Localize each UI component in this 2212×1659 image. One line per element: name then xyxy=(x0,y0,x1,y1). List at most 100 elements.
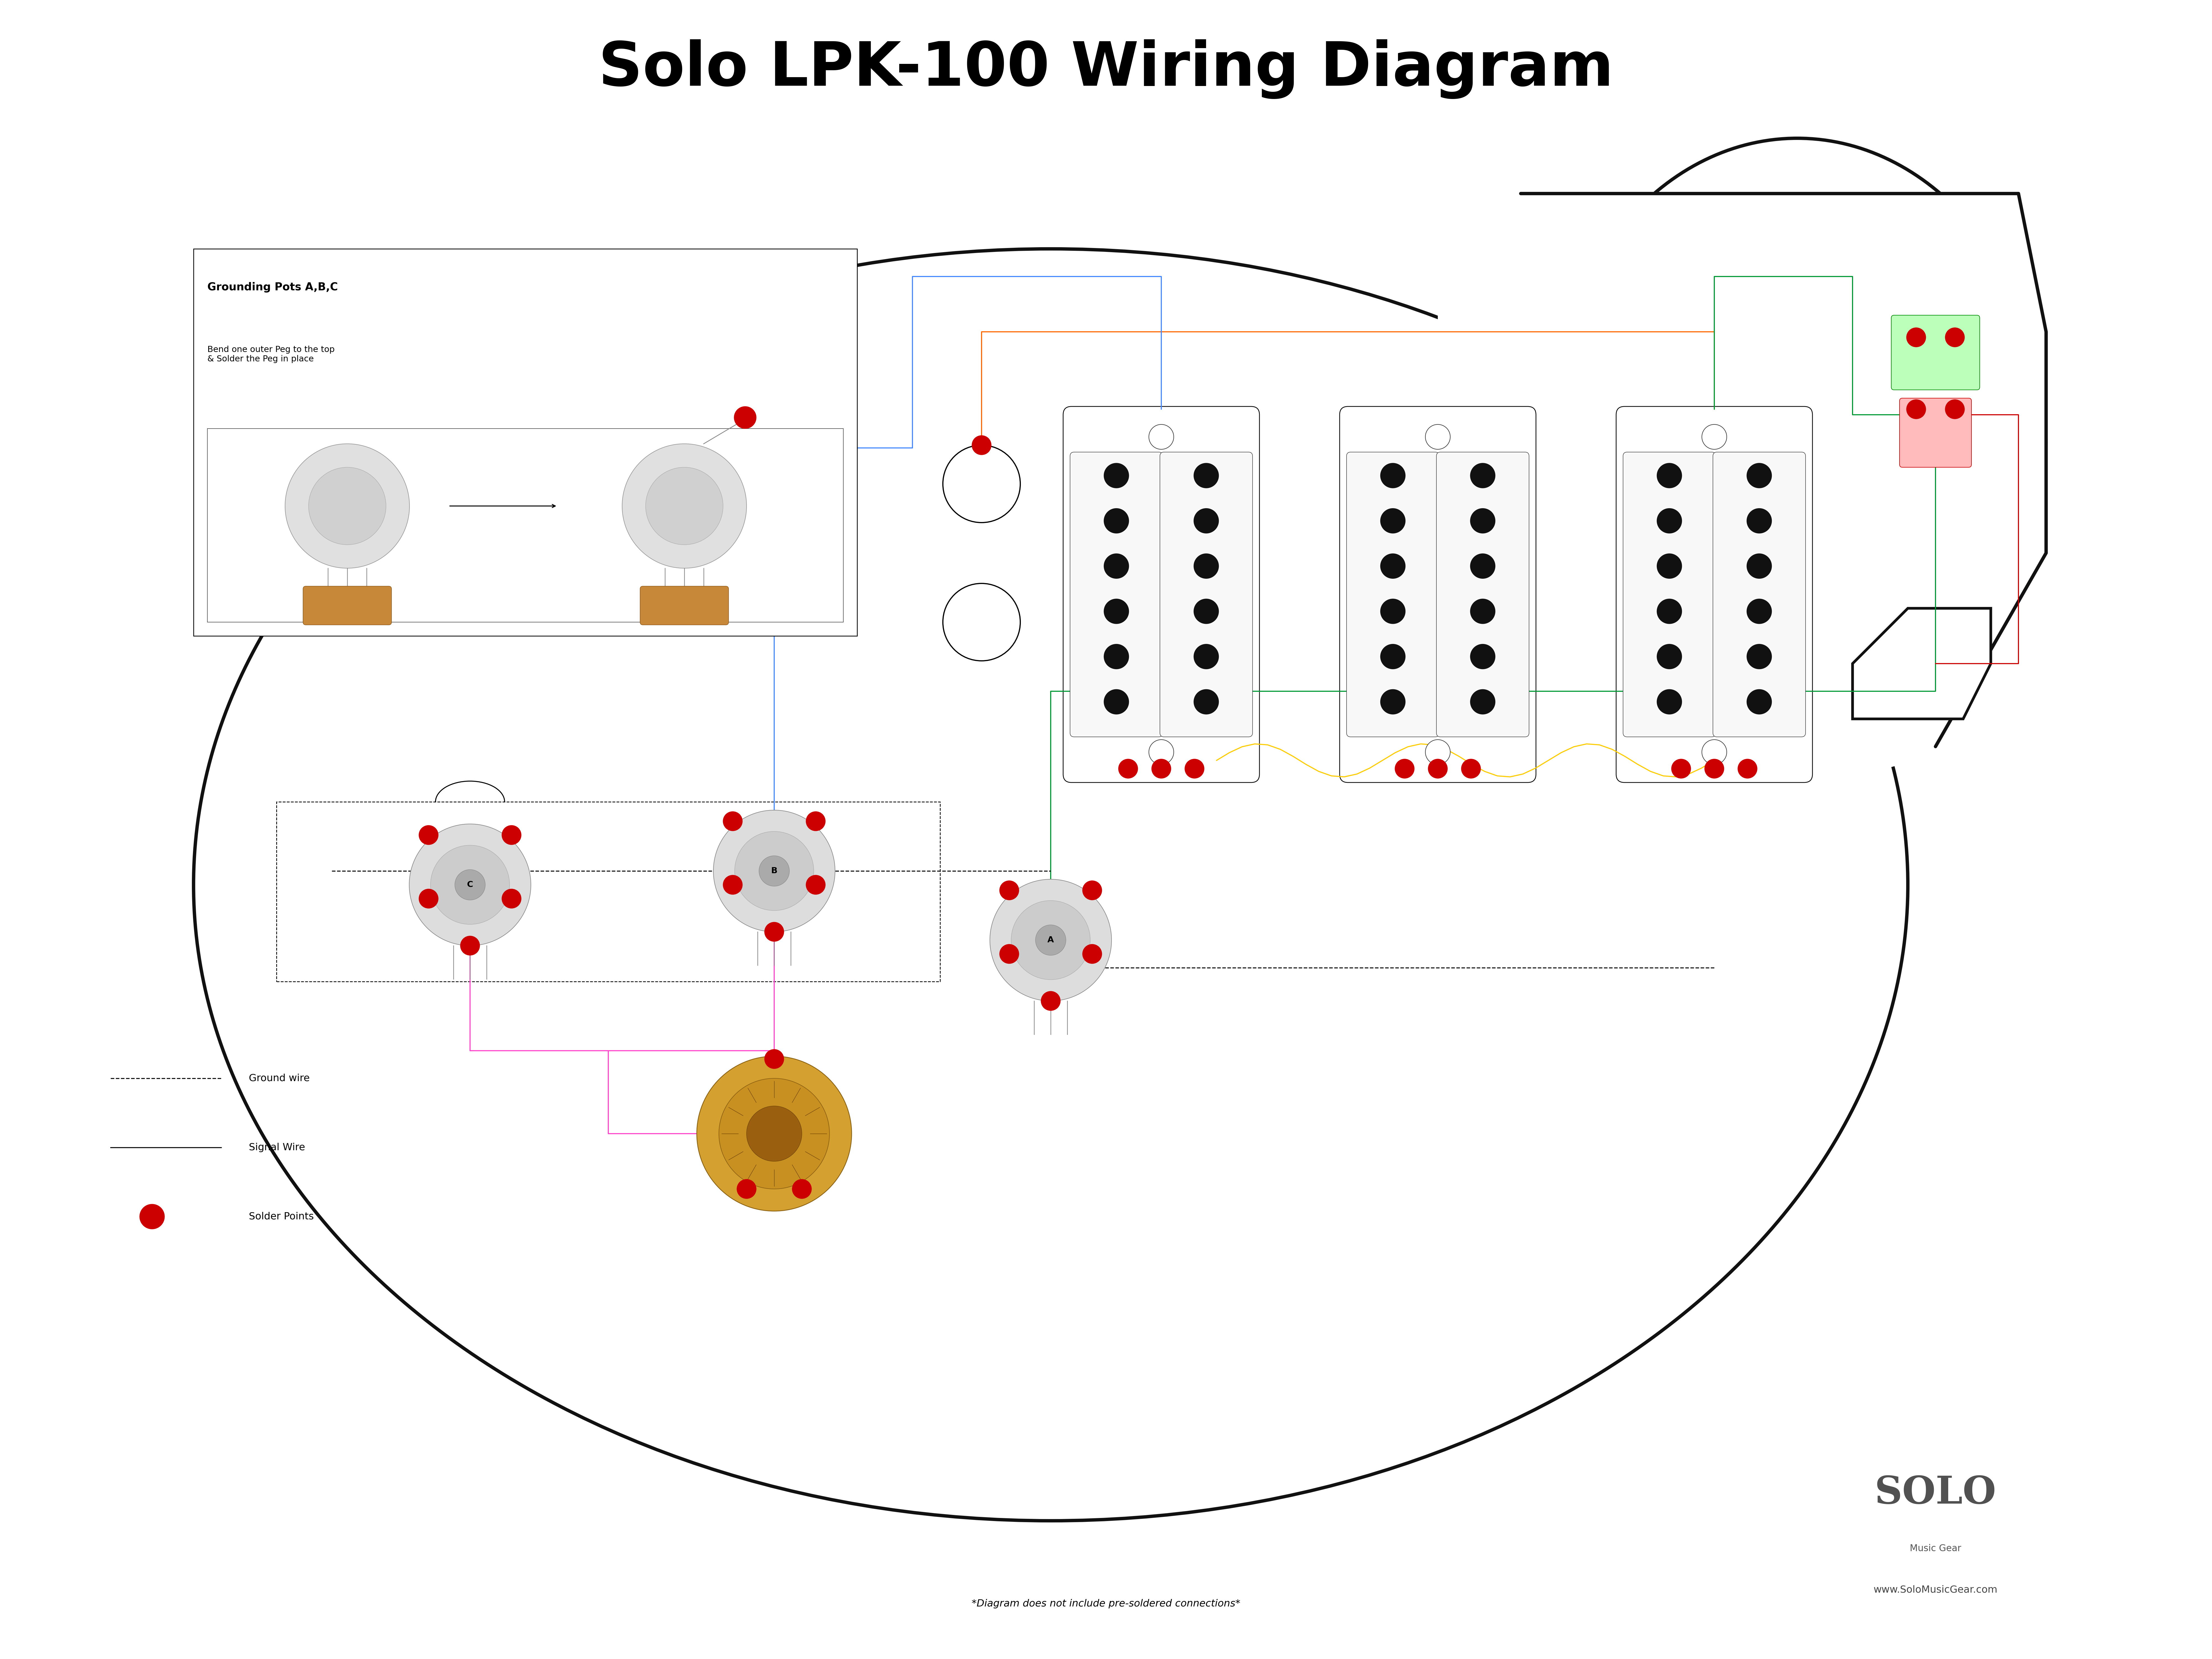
Circle shape xyxy=(502,889,522,909)
Circle shape xyxy=(502,826,522,844)
Circle shape xyxy=(1944,328,1964,347)
Circle shape xyxy=(1194,599,1219,624)
FancyBboxPatch shape xyxy=(1071,451,1164,737)
Text: SOLO: SOLO xyxy=(1876,1475,1995,1511)
Circle shape xyxy=(1701,740,1728,765)
Text: Signal Wire: Signal Wire xyxy=(248,1143,305,1151)
Text: A: A xyxy=(1048,936,1053,944)
Circle shape xyxy=(1471,599,1495,624)
FancyBboxPatch shape xyxy=(1436,451,1528,737)
Circle shape xyxy=(431,846,509,924)
Circle shape xyxy=(1082,944,1102,964)
Circle shape xyxy=(737,1180,757,1198)
Text: Solo LPK-100 Wiring Diagram: Solo LPK-100 Wiring Diagram xyxy=(597,40,1615,100)
Circle shape xyxy=(1380,644,1405,669)
Polygon shape xyxy=(1854,609,1991,718)
Circle shape xyxy=(1471,644,1495,669)
Circle shape xyxy=(1380,554,1405,579)
Circle shape xyxy=(1739,758,1756,778)
Circle shape xyxy=(712,810,836,932)
FancyBboxPatch shape xyxy=(195,249,858,635)
Circle shape xyxy=(734,406,757,428)
Circle shape xyxy=(418,889,438,909)
Circle shape xyxy=(1907,328,1927,347)
Circle shape xyxy=(697,1057,852,1211)
Circle shape xyxy=(1104,690,1128,715)
Circle shape xyxy=(942,445,1020,523)
Circle shape xyxy=(1148,740,1175,765)
Circle shape xyxy=(765,1050,783,1068)
FancyBboxPatch shape xyxy=(1617,406,1812,783)
Circle shape xyxy=(1462,758,1480,778)
FancyBboxPatch shape xyxy=(1159,451,1252,737)
Circle shape xyxy=(971,436,991,455)
Circle shape xyxy=(409,825,531,946)
Circle shape xyxy=(1747,599,1772,624)
Circle shape xyxy=(418,826,438,844)
Circle shape xyxy=(456,869,484,899)
Circle shape xyxy=(1672,758,1690,778)
FancyBboxPatch shape xyxy=(1900,398,1971,468)
Circle shape xyxy=(1944,400,1964,420)
Circle shape xyxy=(1380,463,1405,488)
Ellipse shape xyxy=(307,468,385,544)
Ellipse shape xyxy=(195,249,1907,1521)
Circle shape xyxy=(1119,758,1137,778)
FancyBboxPatch shape xyxy=(1712,451,1805,737)
Circle shape xyxy=(1657,554,1681,579)
Circle shape xyxy=(1747,644,1772,669)
Circle shape xyxy=(460,936,480,956)
Circle shape xyxy=(991,879,1113,1000)
Circle shape xyxy=(1194,463,1219,488)
Circle shape xyxy=(1194,690,1219,715)
Circle shape xyxy=(1471,508,1495,533)
Circle shape xyxy=(1104,644,1128,669)
Ellipse shape xyxy=(622,445,748,567)
Text: Ground wire: Ground wire xyxy=(248,1073,310,1083)
Circle shape xyxy=(1701,425,1728,450)
Circle shape xyxy=(765,922,783,942)
Circle shape xyxy=(723,876,743,894)
FancyBboxPatch shape xyxy=(1340,406,1535,783)
Circle shape xyxy=(1747,463,1772,488)
Circle shape xyxy=(1104,508,1128,533)
Circle shape xyxy=(748,1107,801,1161)
Circle shape xyxy=(792,1180,812,1198)
FancyBboxPatch shape xyxy=(1347,451,1440,737)
Circle shape xyxy=(1657,463,1681,488)
Text: Bend one outer Peg to the top
& Solder the Peg in place: Bend one outer Peg to the top & Solder t… xyxy=(208,345,334,363)
Polygon shape xyxy=(1438,194,2046,801)
Circle shape xyxy=(1705,758,1723,778)
Circle shape xyxy=(723,811,743,831)
Circle shape xyxy=(1657,508,1681,533)
FancyBboxPatch shape xyxy=(639,586,728,625)
Circle shape xyxy=(1194,508,1219,533)
FancyBboxPatch shape xyxy=(208,428,843,622)
Text: *Diagram does not include pre-soldered connections*: *Diagram does not include pre-soldered c… xyxy=(971,1599,1241,1609)
Circle shape xyxy=(1425,425,1451,450)
Ellipse shape xyxy=(285,445,409,567)
Circle shape xyxy=(1000,881,1020,899)
Text: Solder Points: Solder Points xyxy=(248,1211,314,1221)
Circle shape xyxy=(1380,690,1405,715)
FancyBboxPatch shape xyxy=(1064,406,1259,783)
Text: Grounding Pots A,B,C: Grounding Pots A,B,C xyxy=(208,282,338,292)
Ellipse shape xyxy=(646,468,723,544)
Circle shape xyxy=(1104,554,1128,579)
Circle shape xyxy=(1429,758,1447,778)
Circle shape xyxy=(805,811,825,831)
Circle shape xyxy=(1380,599,1405,624)
Circle shape xyxy=(1104,599,1128,624)
Circle shape xyxy=(1104,463,1128,488)
Circle shape xyxy=(1425,740,1451,765)
Circle shape xyxy=(1657,690,1681,715)
Circle shape xyxy=(1148,425,1175,450)
Circle shape xyxy=(805,876,825,894)
Circle shape xyxy=(1011,901,1091,979)
Circle shape xyxy=(1657,599,1681,624)
Circle shape xyxy=(1042,992,1060,1010)
FancyBboxPatch shape xyxy=(1624,451,1717,737)
Circle shape xyxy=(1747,554,1772,579)
Circle shape xyxy=(1471,463,1495,488)
Circle shape xyxy=(1747,690,1772,715)
